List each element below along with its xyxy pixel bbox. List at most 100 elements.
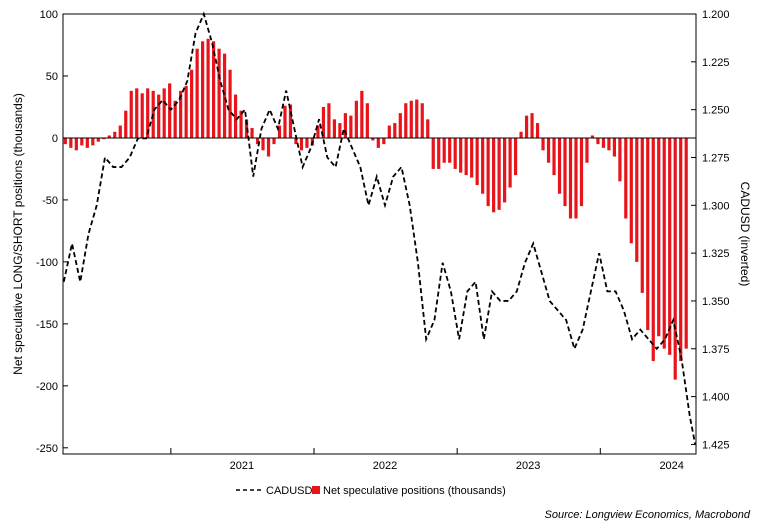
left-tick-label: -50 [42, 195, 58, 207]
x-tick-label: 2023 [516, 460, 540, 472]
bar [393, 123, 397, 138]
right-tick-label: 1.425 [702, 439, 730, 451]
right-tick-label: 1.250 [702, 105, 730, 117]
x-tick-label: 2021 [230, 460, 254, 472]
bar [590, 135, 595, 138]
x-tick-label: 2022 [373, 460, 397, 472]
bar [107, 135, 111, 138]
legend-label-bar: Net speculative positions (thousands) [323, 485, 506, 497]
bar [618, 137, 622, 182]
bar [409, 100, 413, 138]
left-axis-ticks: 100 50 0 -50 -100 -150 -200 -250 [36, 9, 68, 455]
bar [448, 137, 452, 163]
bar [354, 100, 358, 138]
bar [607, 137, 611, 151]
bar [305, 137, 309, 148]
bar [524, 115, 529, 138]
bar [612, 137, 617, 157]
right-tick-label: 1.375 [702, 344, 730, 356]
left-tick-label: -250 [36, 443, 58, 455]
bar [657, 137, 661, 337]
bar [338, 123, 342, 138]
bar [283, 105, 287, 138]
bar [668, 137, 672, 355]
bar [415, 99, 419, 138]
bar [513, 137, 518, 176]
bar [662, 137, 666, 349]
bar [585, 137, 589, 163]
bar [508, 137, 512, 188]
right-tick-label: 1.200 [702, 9, 730, 21]
bar [85, 137, 89, 148]
bar [365, 103, 369, 138]
bar [316, 125, 320, 138]
bar [568, 137, 573, 219]
bar [431, 137, 435, 169]
bar [404, 103, 408, 138]
bar [574, 137, 578, 219]
bar [266, 137, 271, 157]
bar [530, 113, 534, 138]
right-tick-label: 1.325 [702, 248, 730, 260]
bar [635, 137, 639, 262]
legend-label-line: CADUSD [266, 485, 313, 497]
left-tick-label: 100 [40, 9, 58, 21]
bar [546, 137, 551, 163]
bar [168, 83, 172, 138]
line-series [62, 11, 697, 445]
bar [673, 137, 677, 380]
bar [217, 48, 221, 138]
bar [277, 125, 282, 138]
bar [228, 69, 232, 138]
bar [596, 137, 600, 145]
bar [426, 119, 430, 138]
x-tick-label: 2024 [659, 460, 683, 472]
bar [140, 93, 144, 138]
bar [442, 137, 446, 163]
bar [371, 137, 375, 141]
bar [327, 103, 331, 138]
bar [179, 90, 183, 138]
cadusd-line [62, 11, 697, 445]
bar [481, 137, 485, 194]
bar [535, 123, 540, 138]
left-tick-label: -200 [36, 381, 58, 393]
bar [135, 88, 139, 138]
bar [74, 137, 78, 151]
right-axis-title: CADUSD (inverted) [738, 182, 752, 287]
bar [503, 137, 507, 203]
bar [129, 90, 133, 138]
bar [233, 94, 238, 138]
right-tick-label: 1.350 [702, 296, 730, 308]
bar [190, 69, 194, 138]
bar [124, 110, 128, 138]
left-tick-label: -150 [36, 319, 58, 331]
right-tick-label: 1.225 [702, 57, 730, 69]
right-axis-ticks: 1.200 1.225 1.250 1.275 1.300 1.325 1.350 1.375… [691, 9, 730, 451]
bar [195, 48, 199, 138]
bar [349, 115, 353, 138]
bar [640, 137, 644, 293]
legend-swatch-bar [312, 486, 320, 494]
bar [453, 137, 457, 169]
right-tick-label: 1.275 [702, 152, 730, 164]
bar [579, 137, 584, 207]
bar [63, 137, 67, 145]
bar [398, 113, 402, 138]
bar [470, 137, 474, 178]
bar [239, 110, 243, 138]
bar [91, 137, 95, 146]
source-note: Source: Longview Economics, Macrobond [545, 509, 751, 521]
bar [629, 137, 633, 244]
bar [113, 131, 117, 138]
bar [475, 137, 479, 186]
right-tick-label: 1.400 [702, 392, 730, 404]
bar [321, 106, 326, 138]
bar [118, 125, 122, 138]
bar [250, 128, 254, 138]
bar [299, 137, 304, 151]
bar [519, 131, 523, 138]
bar [376, 137, 380, 148]
